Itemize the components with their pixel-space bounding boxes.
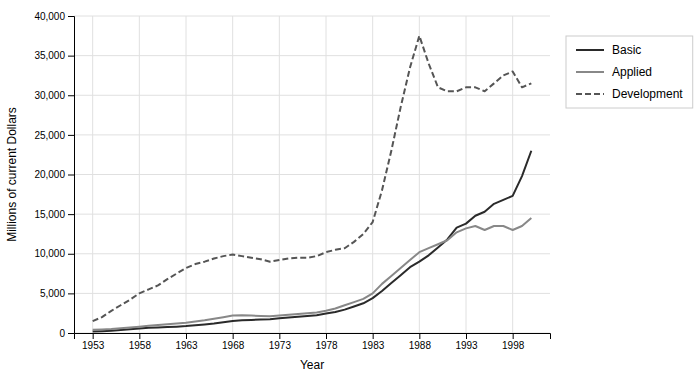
y-axis-tick: 20,000 <box>34 169 74 180</box>
grid-line-y <box>74 293 550 294</box>
legend-swatch <box>576 93 604 95</box>
legend-label: Basic <box>612 43 641 57</box>
x-axis-tick-label: 1963 <box>175 340 198 351</box>
x-axis-tick-mark <box>233 333 234 339</box>
y-axis-tick-mark <box>68 16 74 17</box>
y-axis-tick-mark <box>68 95 74 96</box>
y-axis-tick: 30,000 <box>34 90 74 101</box>
x-axis-tick-label: 1978 <box>315 340 338 351</box>
x-axis-tick-mark <box>466 333 467 339</box>
grid-line-y <box>74 95 550 96</box>
grid-line-y <box>74 16 550 17</box>
legend-item: Basic <box>576 43 641 57</box>
x-axis-tick-mark <box>326 333 327 339</box>
y-axis-tick-label: 5,000 <box>40 288 65 299</box>
y-axis-tick-mark <box>68 293 74 294</box>
y-axis-tick-label: 15,000 <box>34 209 65 220</box>
x-axis-tick-label: 1958 <box>129 340 152 351</box>
x-axis-tick-label: 1983 <box>362 340 385 351</box>
legend-box <box>566 36 693 108</box>
x-axis-tick-label: 1968 <box>222 340 245 351</box>
grid-line-y <box>74 134 550 135</box>
legend: Basic Applied Development <box>566 36 693 108</box>
y-axis-tick: 5,000 <box>40 288 74 299</box>
x-axis-tick-mark <box>139 333 140 339</box>
grid-line-y <box>74 174 550 175</box>
grid <box>74 16 550 333</box>
grid-line-y <box>74 253 550 254</box>
x-axis-tick-label: 1953 <box>82 340 105 351</box>
y-axis-tick-label: 25,000 <box>34 130 65 141</box>
y-axis-tick-label: 30,000 <box>34 90 65 101</box>
y-axis-domain <box>68 17 75 334</box>
y-axis-tick: 15,000 <box>34 209 74 220</box>
x-axis-tick-mark <box>419 333 420 339</box>
x-axis-tick: 1968 <box>222 333 245 351</box>
x-axis-tick: 1963 <box>175 333 198 351</box>
x-axis-tick: 1958 <box>129 333 152 351</box>
x-axis-title: Year <box>300 358 324 372</box>
x-axis-tick-label: 1993 <box>455 340 478 351</box>
y-axis-tick-mark <box>68 214 74 215</box>
x-axis-tick: 1993 <box>455 333 478 351</box>
plot: 1953 1958 1963 1968 1973 1978 1983 1988 1993 1998… <box>34 11 550 351</box>
y-axis: 0 5,000 10,000 15,000 20,000 25,000 30,000 35,0… <box>34 11 74 339</box>
grid-line-y <box>74 55 550 56</box>
y-axis-tick-mark <box>68 254 74 255</box>
x-axis-tick-label: 1973 <box>269 340 292 351</box>
legend-swatch <box>576 49 604 51</box>
x-axis-tick-label: 1998 <box>502 340 525 351</box>
series-line <box>93 151 532 332</box>
y-axis-tick: 10,000 <box>34 248 74 259</box>
series-line <box>93 218 532 330</box>
x-axis-tick: 1998 <box>502 333 525 351</box>
y-axis-tick-mark <box>68 175 74 176</box>
legend-swatch <box>576 71 604 73</box>
y-axis-tick-label: 10,000 <box>34 248 65 259</box>
x-axis-tick: 1978 <box>315 333 338 351</box>
y-axis-tick-mark <box>68 56 74 57</box>
y-axis-tick: 25,000 <box>34 130 74 141</box>
legend-item: Applied <box>576 65 652 79</box>
y-axis-tick-label: 35,000 <box>34 50 65 61</box>
y-axis-tick: 35,000 <box>34 50 74 61</box>
legend-label: Development <box>612 87 683 101</box>
series-line <box>93 36 532 321</box>
y-axis-tick-label: 0 <box>59 328 65 339</box>
y-axis-tick-mark <box>68 135 74 136</box>
x-axis-tick-mark <box>373 333 374 339</box>
x-axis-tick: 1988 <box>409 333 432 351</box>
x-axis-tick-mark <box>93 333 94 339</box>
x-axis-tick-mark <box>513 333 514 339</box>
lines <box>93 36 532 332</box>
legend-label: Applied <box>612 65 652 79</box>
x-axis-domain <box>75 334 551 340</box>
x-axis-tick: 1983 <box>362 333 385 351</box>
y-axis-title: Millions of current Dollars <box>5 107 19 242</box>
y-axis-tick: 0 <box>59 328 74 339</box>
x-axis-tick-mark <box>186 333 187 339</box>
y-axis-tick-label: 40,000 <box>34 11 65 22</box>
y-axis-tick-mark <box>68 333 74 334</box>
chart: 1953 1958 1963 1968 1973 1978 1983 1988 1993 1998… <box>0 0 700 379</box>
y-axis-tick: 40,000 <box>34 11 74 22</box>
legend-item: Development <box>576 87 683 101</box>
x-axis-tick-mark <box>279 333 280 339</box>
x-axis: 1953 1958 1963 1968 1973 1978 1983 1988 1993 1998 <box>75 333 551 351</box>
x-axis-tick-label: 1988 <box>409 340 432 351</box>
x-axis-tick: 1953 <box>82 333 105 351</box>
x-axis-tick: 1973 <box>269 333 292 351</box>
y-axis-tick-label: 20,000 <box>34 169 65 180</box>
